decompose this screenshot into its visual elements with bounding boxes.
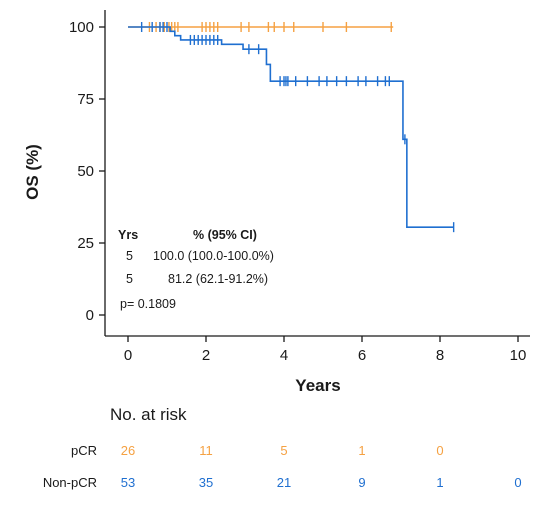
y-axis-ticks: 0 25 50 75 100 xyxy=(69,19,105,324)
stats-header-percent: % (95% CI) xyxy=(193,228,257,242)
stats-row2-value: 81.2 (62.1-91.2%) xyxy=(168,272,268,286)
risk-count: 9 xyxy=(358,475,365,490)
risk-table-title: No. at risk xyxy=(110,405,187,424)
x-tick-label: 6 xyxy=(358,347,366,364)
x-tick-label: 0 xyxy=(124,347,132,364)
y-tick-label: 100 xyxy=(69,19,94,36)
x-tick-label: 2 xyxy=(202,347,210,364)
risk-row-label: Non-pCR xyxy=(43,475,97,490)
risk-count: 1 xyxy=(358,443,365,458)
survival-stats: Yrs % (95% CI) 5 100.0 (100.0-100.0%) 5 … xyxy=(118,228,274,311)
stats-row1-years: 5 xyxy=(126,249,133,263)
stats-pvalue: p= 0.1809 xyxy=(120,297,176,311)
y-tick-label: 0 xyxy=(86,307,94,324)
risk-count: 21 xyxy=(277,475,291,490)
survival-curves xyxy=(128,22,455,233)
risk-row-label: pCR xyxy=(71,443,97,458)
stats-row1-value: 100.0 (100.0-100.0%) xyxy=(153,249,274,263)
risk-count: 0 xyxy=(436,443,443,458)
x-tick-label: 8 xyxy=(436,347,444,364)
risk-count: 11 xyxy=(199,443,213,458)
y-tick-label: 75 xyxy=(77,91,94,108)
y-tick-label: 50 xyxy=(77,163,94,180)
risk-count: 1 xyxy=(436,475,443,490)
nonpcr-survival-line xyxy=(128,26,454,228)
x-tick-label: 10 xyxy=(510,347,527,364)
stats-row2-years: 5 xyxy=(126,272,133,286)
x-tick-label: 4 xyxy=(280,347,288,364)
risk-count: 53 xyxy=(121,475,135,490)
stats-header-years: Yrs xyxy=(118,228,138,242)
y-tick-label: 25 xyxy=(77,235,94,252)
y-axis-title: OS (%) xyxy=(23,144,42,200)
risk-count: 26 xyxy=(121,443,135,458)
risk-table: pCR 26 11 5 1 0 Non-pCR 53 35 21 9 1 0 xyxy=(43,443,522,490)
risk-count: 0 xyxy=(514,475,521,490)
plot-frame xyxy=(104,10,530,337)
risk-count: 5 xyxy=(280,443,287,458)
x-axis-ticks: 0 2 4 6 8 10 xyxy=(124,336,527,364)
risk-count: 35 xyxy=(199,475,213,490)
x-axis-title: Years xyxy=(295,376,340,395)
